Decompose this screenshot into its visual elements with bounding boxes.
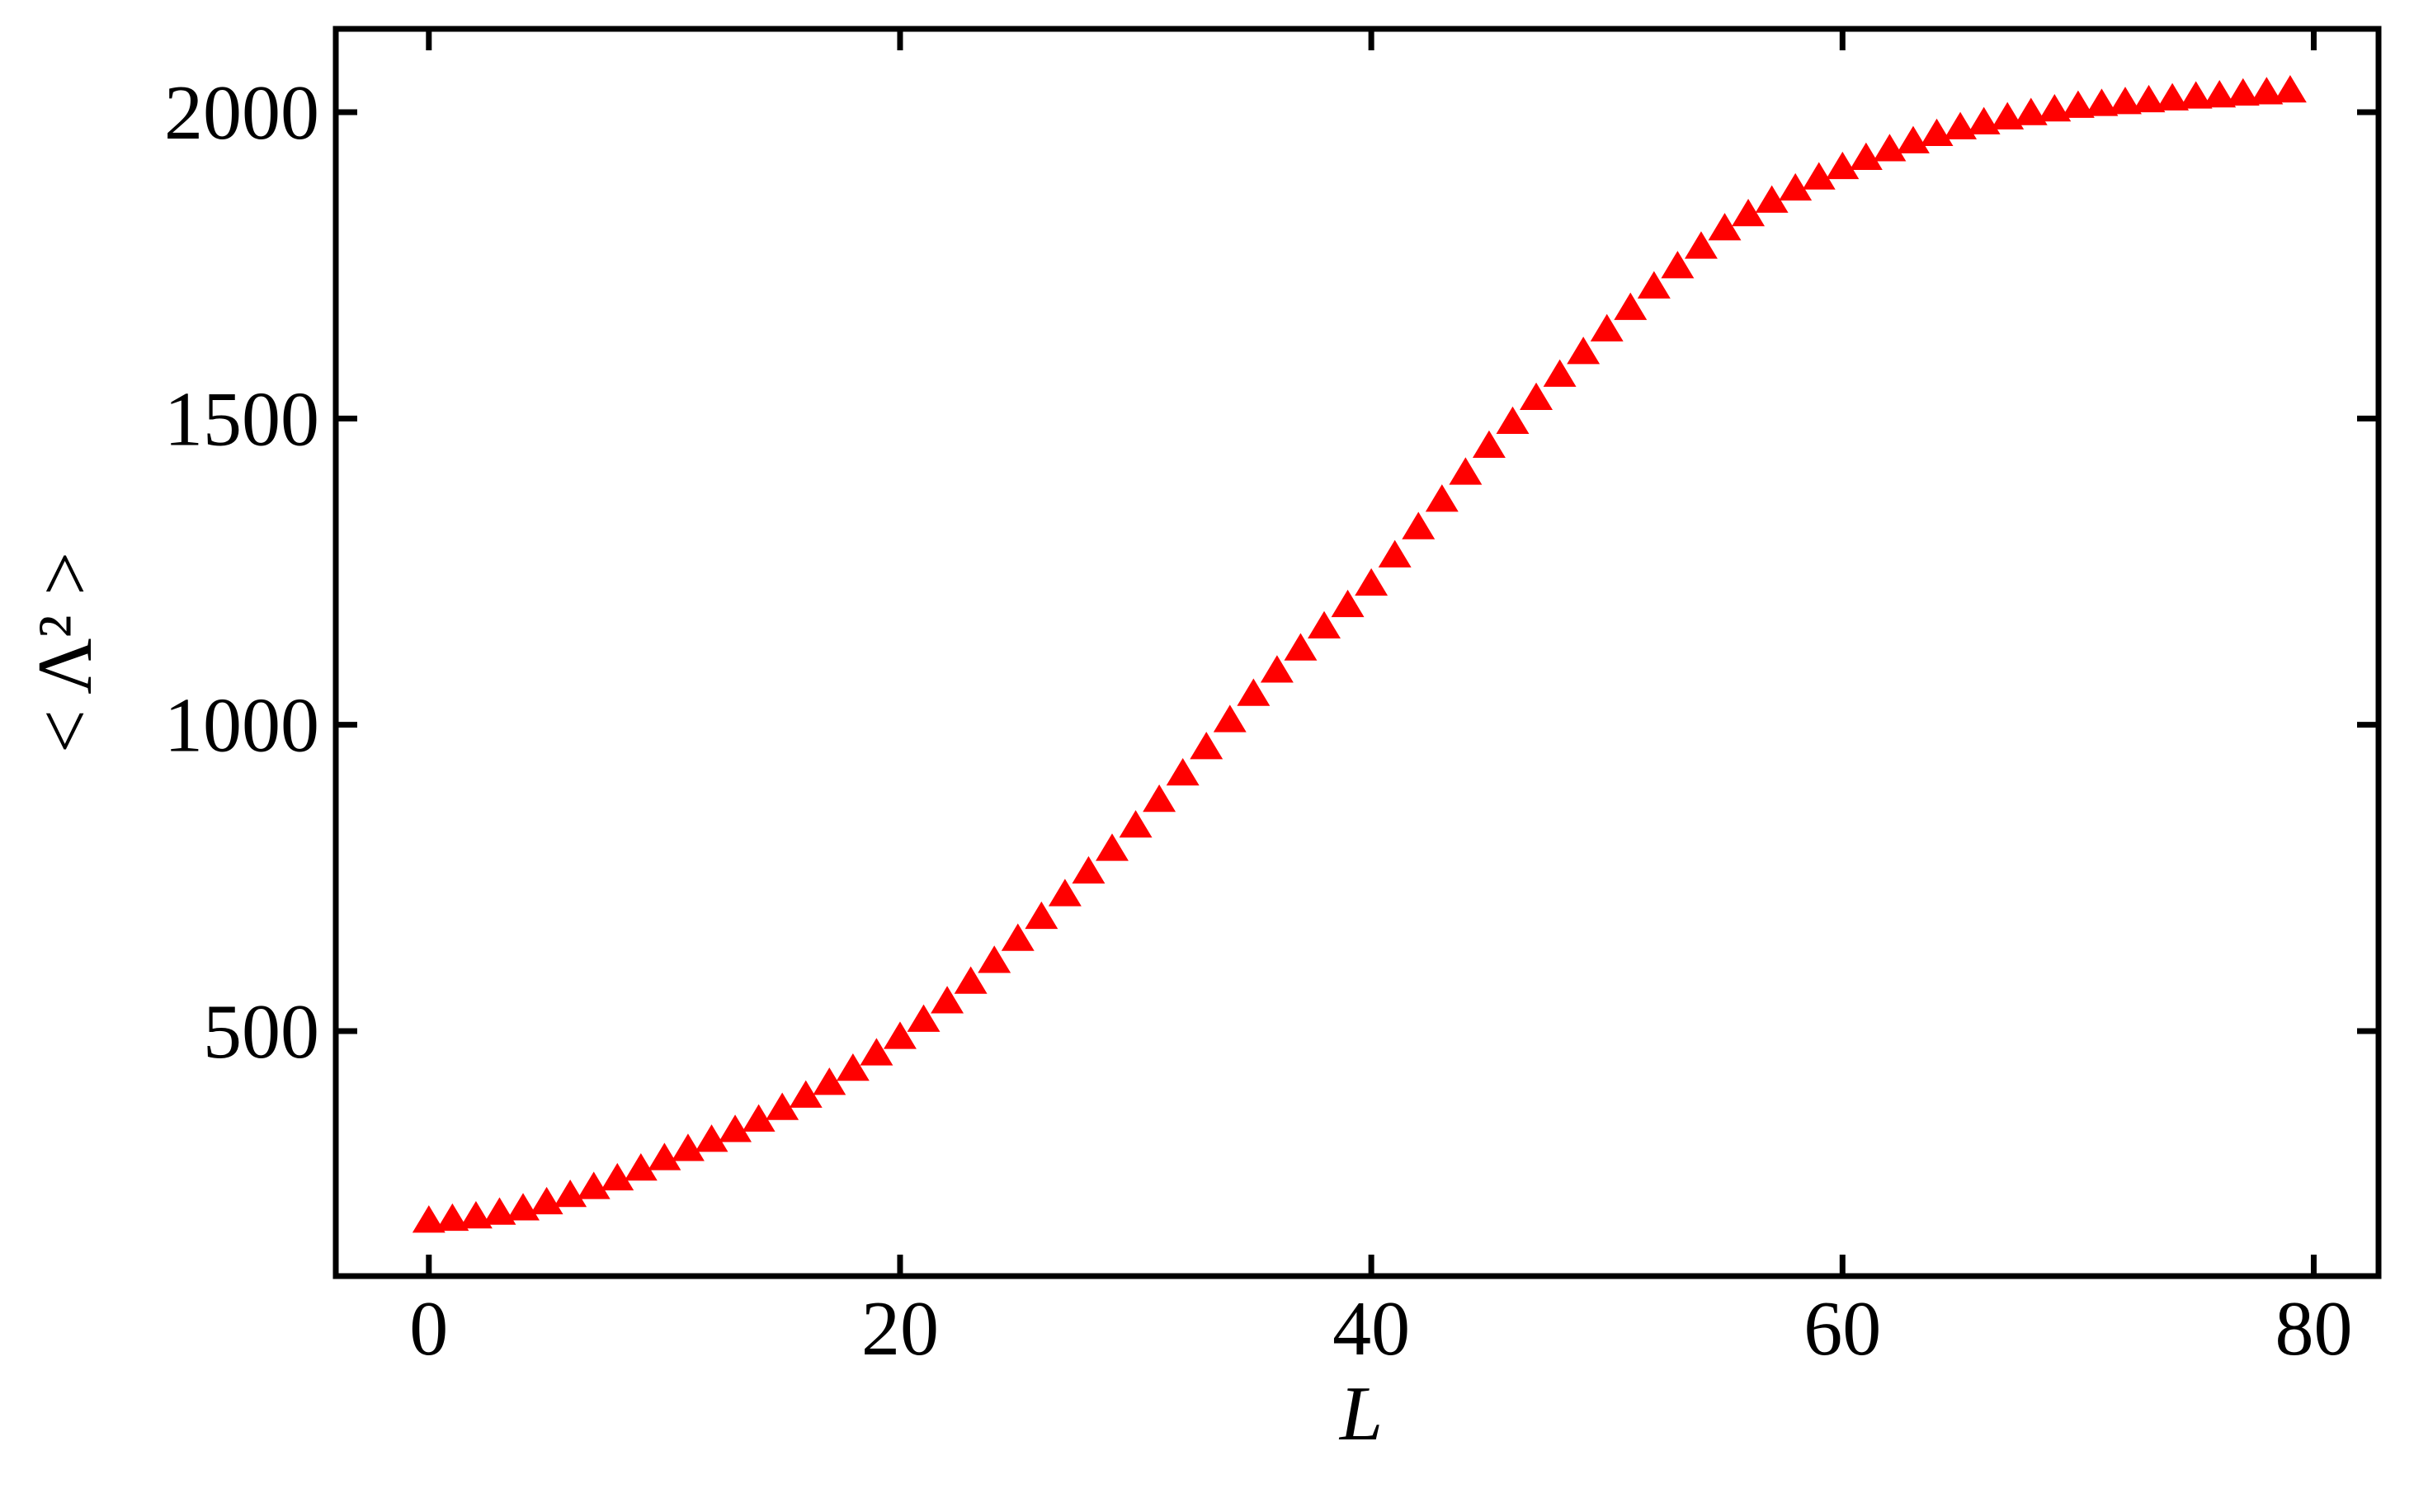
marker bbox=[1614, 292, 1648, 320]
marker bbox=[907, 1004, 941, 1032]
x-axis-label: L bbox=[1338, 1371, 1383, 1457]
marker bbox=[1567, 337, 1601, 365]
marker bbox=[1425, 484, 1459, 512]
marker bbox=[2014, 97, 2048, 125]
marker bbox=[1802, 162, 1836, 190]
marker bbox=[1472, 430, 1506, 458]
marker bbox=[483, 1197, 516, 1225]
marker bbox=[671, 1133, 705, 1161]
marker bbox=[1119, 810, 1153, 838]
marker bbox=[2085, 88, 2119, 116]
x-tick-label: 0 bbox=[409, 1286, 448, 1372]
marker bbox=[1048, 878, 1082, 907]
marker bbox=[1685, 231, 1718, 259]
marker bbox=[1402, 511, 1436, 539]
marker bbox=[1355, 568, 1389, 596]
y-axis-label: < Λ² > bbox=[22, 552, 108, 753]
marker bbox=[1001, 923, 1035, 951]
marker bbox=[1661, 251, 1695, 279]
marker bbox=[459, 1200, 493, 1229]
marker bbox=[1260, 655, 1294, 683]
marker bbox=[1237, 678, 1271, 706]
marker bbox=[1755, 185, 1789, 213]
marker bbox=[1284, 633, 1318, 661]
marker bbox=[2038, 94, 2072, 122]
marker bbox=[412, 1205, 446, 1233]
marker bbox=[1826, 151, 1860, 180]
marker bbox=[860, 1038, 893, 1066]
marker bbox=[931, 986, 964, 1014]
marker bbox=[1378, 539, 1412, 568]
marker bbox=[2179, 81, 2213, 109]
plot-frame bbox=[332, 26, 2382, 1279]
y-tick-label: 2000 bbox=[164, 70, 319, 156]
marker bbox=[2273, 75, 2307, 103]
y-tick-label: 1000 bbox=[164, 683, 319, 769]
marker bbox=[1308, 610, 1341, 639]
marker bbox=[742, 1104, 776, 1132]
marker bbox=[695, 1124, 728, 1152]
y-tick-label: 500 bbox=[203, 989, 319, 1075]
marker bbox=[836, 1053, 870, 1081]
marker bbox=[2156, 82, 2190, 111]
marker bbox=[1849, 142, 1883, 170]
marker bbox=[884, 1021, 917, 1049]
marker bbox=[601, 1162, 634, 1191]
marker bbox=[436, 1203, 469, 1232]
x-tick-label: 60 bbox=[1803, 1286, 1881, 1372]
marker bbox=[1331, 589, 1365, 618]
marker bbox=[1708, 213, 1742, 241]
marker bbox=[1496, 406, 1530, 435]
marker bbox=[1779, 172, 1813, 201]
marker bbox=[1897, 125, 1930, 153]
marker bbox=[1072, 855, 1106, 884]
marker bbox=[648, 1142, 681, 1171]
marker bbox=[1590, 313, 1624, 341]
marker bbox=[2109, 87, 2142, 115]
marker bbox=[1944, 111, 1978, 139]
marker bbox=[978, 945, 1011, 973]
marker bbox=[1520, 382, 1553, 411]
marker bbox=[719, 1114, 752, 1142]
marker bbox=[954, 966, 988, 994]
marker bbox=[1213, 704, 1247, 732]
marker bbox=[1991, 101, 2025, 130]
x-tick-label: 20 bbox=[861, 1286, 939, 1372]
marker bbox=[1873, 134, 1907, 162]
marker bbox=[766, 1092, 799, 1120]
marker bbox=[1449, 457, 1483, 485]
marker bbox=[554, 1179, 587, 1208]
marker bbox=[577, 1171, 611, 1199]
marker bbox=[1190, 732, 1224, 760]
marker bbox=[1637, 271, 1671, 299]
marker bbox=[1143, 784, 1176, 813]
marker bbox=[2203, 79, 2237, 108]
marker bbox=[2226, 78, 2260, 106]
marker bbox=[1967, 106, 2001, 134]
marker bbox=[507, 1193, 540, 1221]
marker bbox=[1166, 758, 1200, 786]
marker bbox=[789, 1080, 823, 1108]
marker bbox=[2061, 90, 2095, 118]
marker bbox=[624, 1153, 658, 1181]
y-tick-label: 1500 bbox=[164, 376, 319, 462]
marker bbox=[1096, 833, 1129, 861]
x-tick-label: 40 bbox=[1332, 1286, 1410, 1372]
marker bbox=[2132, 84, 2166, 113]
marker bbox=[1025, 901, 1058, 930]
marker bbox=[813, 1067, 846, 1095]
x-tick-label: 80 bbox=[2275, 1286, 2352, 1372]
marker bbox=[530, 1186, 563, 1215]
marker bbox=[2250, 77, 2284, 105]
marker bbox=[1732, 199, 1766, 227]
marker bbox=[1543, 359, 1577, 387]
